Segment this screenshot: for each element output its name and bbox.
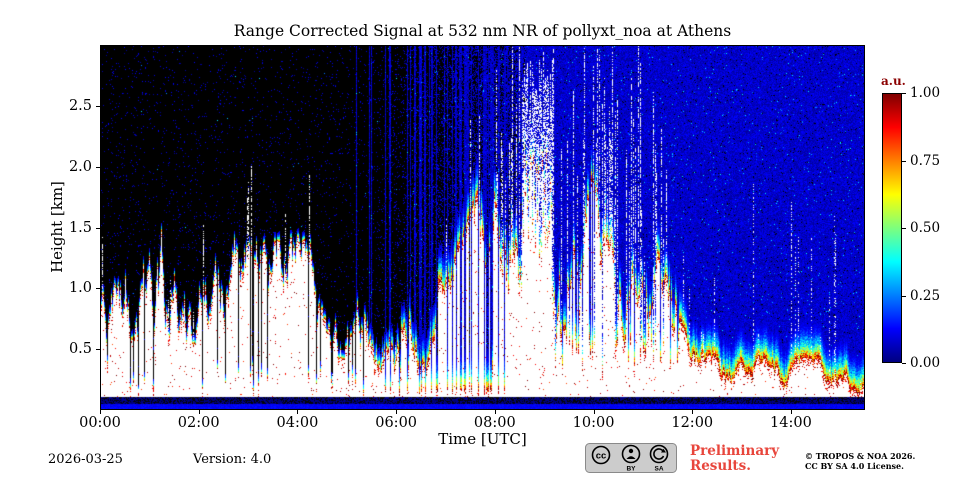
y-tick-mark bbox=[96, 288, 100, 290]
x-tick-label: 08:00 bbox=[473, 415, 516, 431]
sa-label: SA bbox=[654, 466, 663, 473]
colorbar-tick-mark bbox=[902, 160, 906, 162]
x-tick-label: 02:00 bbox=[177, 415, 220, 431]
x-axis-label: Time [UTC] bbox=[438, 430, 527, 448]
version-label: Version: 4.0 bbox=[193, 452, 272, 467]
y-tick-mark bbox=[96, 105, 100, 107]
x-tick-label: 14:00 bbox=[770, 415, 812, 431]
x-tick-label: 04:00 bbox=[276, 415, 319, 431]
colorbar-tick-label: 0.75 bbox=[910, 152, 941, 169]
y-tick-label: 1.0 bbox=[68, 280, 92, 297]
preliminary-line2: Results. bbox=[690, 458, 751, 474]
colorbar bbox=[882, 93, 902, 363]
colorbar-tick-label: 1.00 bbox=[910, 85, 941, 101]
heatmap-plot-area bbox=[100, 45, 865, 410]
copyright-note: © TROPOS & NOA 2026. CC BY SA 4.0 Licens… bbox=[805, 451, 915, 471]
x-tick-mark bbox=[396, 410, 398, 414]
cc-icon-text: cc bbox=[596, 451, 607, 462]
x-tick-mark bbox=[593, 410, 595, 414]
preliminary-results-note: Preliminary Results. bbox=[690, 444, 779, 474]
x-tick-label: 00:00 bbox=[79, 415, 121, 431]
x-tick-mark bbox=[692, 410, 694, 414]
by-label: BY bbox=[626, 466, 636, 473]
x-tick-mark bbox=[100, 410, 101, 414]
colorbar-unit-label: a.u. bbox=[881, 74, 906, 88]
preliminary-line1: Preliminary bbox=[690, 443, 780, 459]
sa-arrow-icon bbox=[649, 444, 669, 464]
x-tick-label: 06:00 bbox=[375, 415, 418, 431]
y-tick-mark bbox=[96, 349, 100, 351]
x-tick-mark bbox=[790, 410, 792, 414]
colorbar-tick-label: 0.50 bbox=[910, 220, 941, 236]
colorbar-tick-label: 0.00 bbox=[910, 355, 941, 371]
colorbar-tick-label: 0.25 bbox=[910, 287, 941, 304]
cc-license-badge[interactable]: cc BY SA bbox=[585, 443, 677, 473]
colorbar-tick-mark bbox=[902, 363, 906, 364]
x-tick-label: 12:00 bbox=[671, 415, 714, 431]
heatmap-canvas bbox=[101, 46, 864, 409]
x-tick-mark bbox=[297, 410, 299, 414]
colorbar-tick-mark bbox=[902, 228, 906, 229]
x-tick-label: 10:00 bbox=[572, 415, 615, 431]
colorbar-tick-mark bbox=[902, 295, 906, 297]
by-person-icon bbox=[621, 444, 641, 464]
x-tick-mark bbox=[494, 410, 496, 414]
y-tick-mark bbox=[96, 166, 100, 168]
measurement-date-label: 2026-03-25 bbox=[48, 452, 123, 467]
y-tick-label: 1.5 bbox=[68, 219, 92, 236]
cc-icon bbox=[591, 445, 611, 465]
copyright-line2: CC BY SA 4.0 License. bbox=[805, 461, 904, 471]
chart-title: Range Corrected Signal at 532 nm NR of p… bbox=[233, 22, 732, 40]
colorbar-tick-mark bbox=[902, 93, 906, 94]
copyright-line1: © TROPOS & NOA 2026. bbox=[805, 451, 916, 461]
y-tick-label: 0.5 bbox=[68, 341, 92, 358]
y-tick-label: 2.0 bbox=[68, 158, 92, 175]
y-tick-label: 2.5 bbox=[68, 97, 92, 114]
y-tick-mark bbox=[96, 227, 100, 229]
x-tick-mark bbox=[198, 410, 200, 414]
